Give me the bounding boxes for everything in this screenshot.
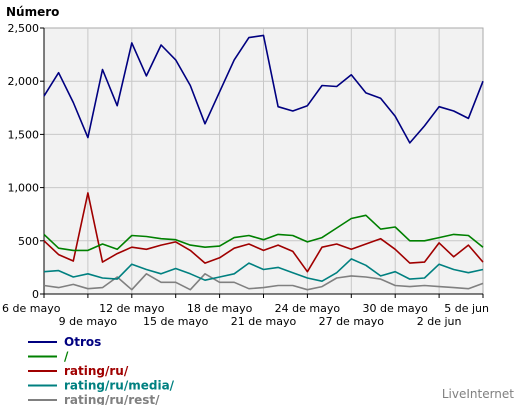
x-tick-label: 9 de mayo — [59, 315, 118, 328]
x-tick-label: 30 de mayo — [362, 302, 428, 315]
x-tick-label: 24 de mayo — [275, 302, 341, 315]
brand-label: LiveInternet — [442, 387, 514, 401]
series-line- — [43, 214, 484, 252]
y-tick-label: 500 — [18, 235, 39, 248]
x-tick-label: 18 de mayo — [187, 302, 253, 315]
y-axis-title: Número — [6, 5, 59, 19]
x-tick-label: 12 de mayo — [99, 302, 165, 315]
series-line-otros — [43, 34, 484, 144]
x-tick-label: 5 de jun — [444, 302, 489, 315]
series-line-rating-ru — [43, 192, 484, 273]
series-line-rating-ru-rest — [43, 272, 484, 291]
y-tick-label: 1,500 — [8, 128, 40, 141]
legend-label: rating/ru/ — [64, 364, 129, 378]
legend-label: rating/ru/rest/ — [64, 393, 160, 405]
y-tick-label: 2,500 — [8, 22, 40, 35]
y-tick-label: 1,000 — [8, 182, 40, 195]
y-tick-label: 0 — [32, 288, 39, 301]
axes: 0 500 1,000 1,500 2,000 2,500 6 de mayo 12 de m… — [2, 22, 489, 328]
y-tick-label: 2,000 — [8, 75, 40, 88]
x-tick-label: 27 de mayo — [319, 315, 385, 328]
series-lines — [43, 34, 484, 291]
x-tick-label: 6 de mayo — [2, 302, 61, 315]
series-line-rating-ru-media — [43, 258, 484, 283]
legend-label: rating/ru/media/ — [64, 379, 175, 393]
legend: Otros/rating/ru/rating/ru/media/rating/r… — [28, 335, 175, 405]
x-tick-label: 15 de mayo — [143, 315, 209, 328]
legend-label: / — [64, 350, 69, 364]
legend-label: Otros — [64, 335, 101, 349]
x-tick-label: 21 de mayo — [231, 315, 297, 328]
x-tick-label: 2 de jun — [417, 315, 462, 328]
